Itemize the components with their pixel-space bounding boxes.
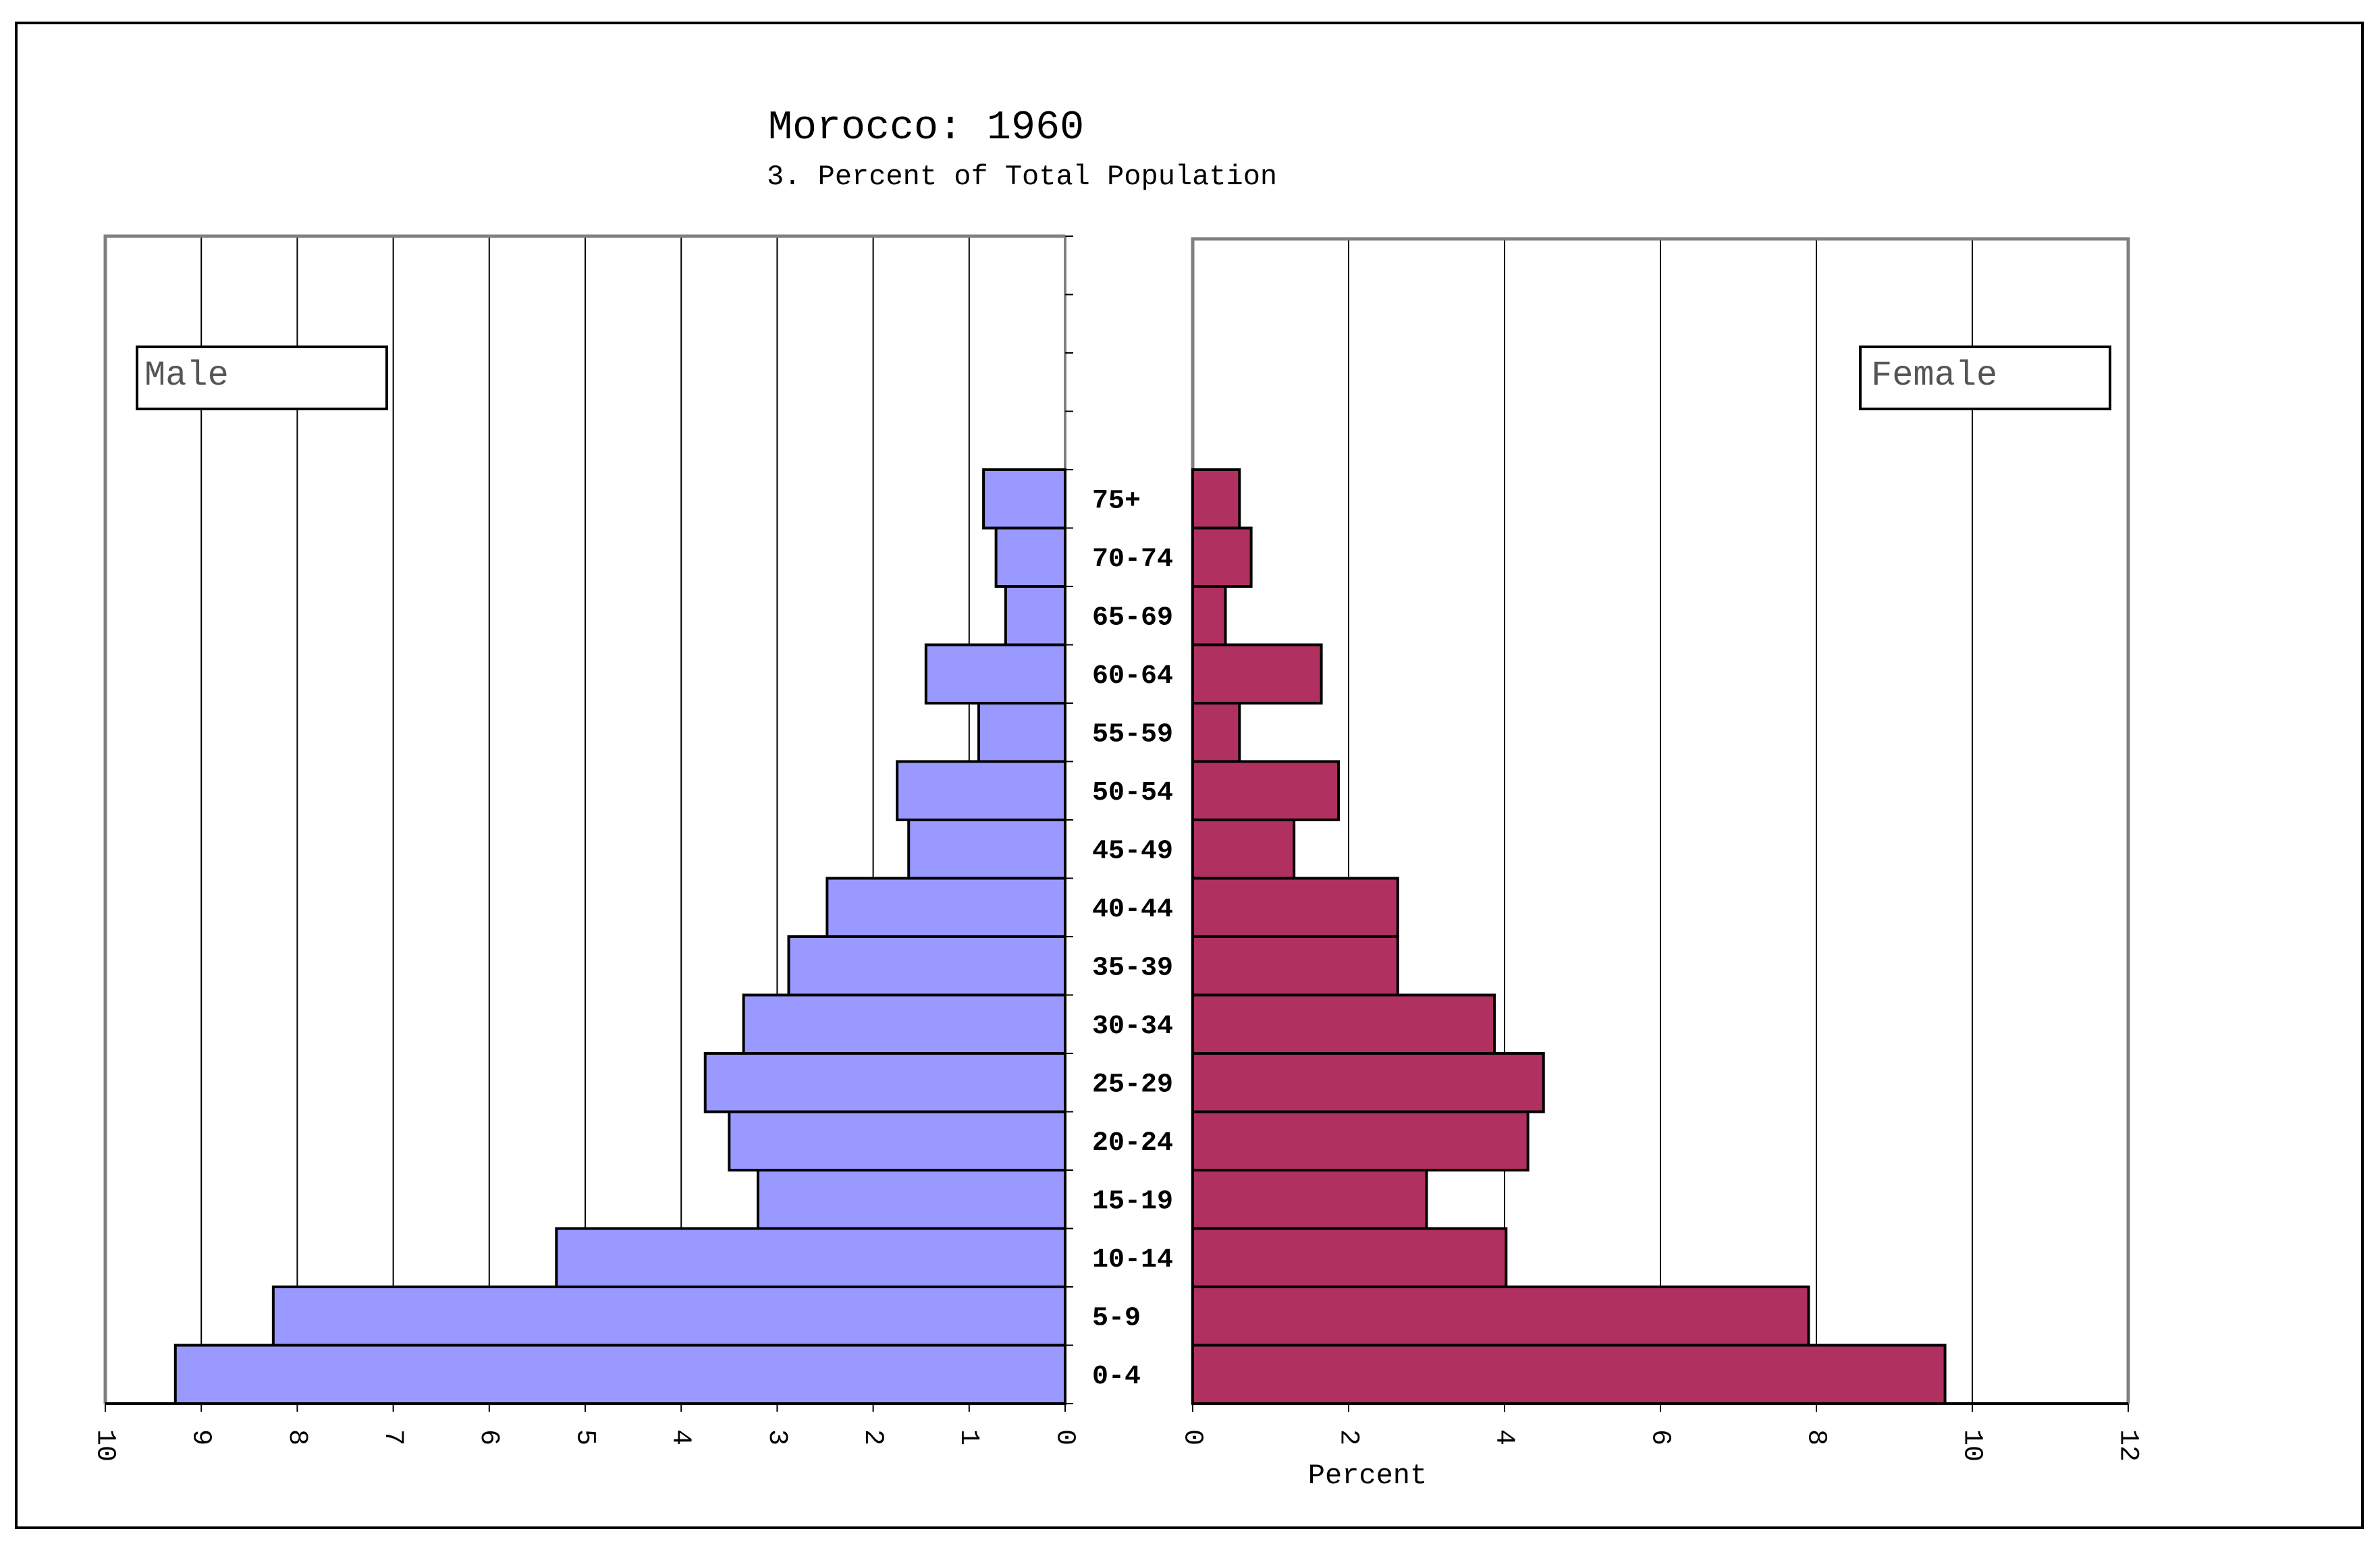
age-label-70-74: 70-74 xyxy=(1092,545,1173,575)
female-tick-label: 0 xyxy=(1177,1429,1207,1445)
female-tick-label: 6 xyxy=(1644,1429,1675,1445)
male-tick-label: 5 xyxy=(569,1429,599,1445)
male-bar-25-29 xyxy=(703,1052,1066,1113)
female-tick-label: 8 xyxy=(1800,1429,1831,1445)
male-bar-20-24 xyxy=(728,1110,1067,1171)
female-bar-40-44 xyxy=(1191,877,1399,938)
age-label-25-29: 25-29 xyxy=(1092,1070,1173,1100)
age-label-15-19: 15-19 xyxy=(1092,1186,1173,1217)
female-bar-25-29 xyxy=(1191,1052,1545,1113)
female-bar-20-24 xyxy=(1191,1110,1530,1171)
female-bar-55-59 xyxy=(1191,702,1241,763)
male-bar-75+ xyxy=(982,468,1067,530)
male-panel-border xyxy=(103,234,1065,1404)
female-bar-10-14 xyxy=(1191,1227,1508,1288)
male-bar-15-19 xyxy=(756,1169,1066,1230)
male-panel: 10 9 8 7 6 5 4 3 2 1 0 xyxy=(89,234,1079,1462)
male-tick-label: 10 xyxy=(89,1429,119,1462)
male-bar-70-74 xyxy=(994,526,1066,588)
female-bar-30-34 xyxy=(1191,993,1496,1055)
male-bar-40-44 xyxy=(826,877,1066,938)
x-axis-title: Percent xyxy=(1308,1460,1427,1492)
chart-subtitle: 3. Percent of Total Population xyxy=(767,161,1277,193)
age-label-60-64: 60-64 xyxy=(1092,661,1173,692)
female-panel: 0 2 4 6 8 10 12 xyxy=(1177,237,2142,1462)
legend-female-label: Female xyxy=(1871,356,1997,395)
male-bar-45-49 xyxy=(907,819,1066,880)
age-label-35-39: 35-39 xyxy=(1092,953,1173,983)
female-bar-75+ xyxy=(1191,468,1241,530)
age-label-20-24: 20-24 xyxy=(1092,1128,1173,1159)
male-tick-label: 0 xyxy=(1049,1429,1079,1445)
male-tick-label: 2 xyxy=(857,1429,888,1445)
female-bar-5-9 xyxy=(1191,1286,1810,1347)
age-label-50-54: 50-54 xyxy=(1092,778,1173,808)
age-label-40-44: 40-44 xyxy=(1092,895,1173,925)
age-label-30-34: 30-34 xyxy=(1092,1012,1173,1042)
male-tick-label: 4 xyxy=(666,1429,696,1445)
male-bar-0-4 xyxy=(173,1344,1066,1405)
male-tick-label: 9 xyxy=(186,1429,216,1445)
female-bar-45-49 xyxy=(1191,819,1296,880)
male-bar-30-34 xyxy=(742,993,1066,1055)
age-label-65-69: 65-69 xyxy=(1092,603,1173,633)
age-label-45-49: 45-49 xyxy=(1092,836,1173,866)
age-label-10-14: 10-14 xyxy=(1092,1245,1173,1275)
age-group-labels: 0-4 5-9 10-14 15-19 20-24 25-29 30-34 35-39 40-4… xyxy=(1092,486,1173,1392)
female-bar-70-74 xyxy=(1191,526,1253,588)
female-bar-60-64 xyxy=(1191,643,1323,705)
female-bar-50-54 xyxy=(1191,760,1340,821)
male-tick-label: 6 xyxy=(473,1429,504,1445)
female-bar-35-39 xyxy=(1191,935,1399,997)
male-bar-55-59 xyxy=(977,702,1067,763)
female-tick-label: 10 xyxy=(1956,1429,1986,1462)
female-bar-15-19 xyxy=(1191,1169,1428,1230)
chart-title: Morocco: 1960 xyxy=(768,105,1084,151)
male-tick-label: 8 xyxy=(281,1429,312,1445)
male-bar-5-9 xyxy=(271,1286,1067,1347)
male-bar-65-69 xyxy=(1004,585,1067,646)
male-bar-35-39 xyxy=(787,935,1066,997)
female-bar-0-4 xyxy=(1191,1344,1947,1405)
male-bar-50-54 xyxy=(896,760,1067,821)
female-tick-label: 2 xyxy=(1332,1429,1363,1445)
legend-male-box: Male xyxy=(136,346,388,410)
female-tick-label: 12 xyxy=(2112,1429,2142,1462)
age-label-0-4: 0-4 xyxy=(1092,1362,1141,1392)
legend-male-label: Male xyxy=(144,356,229,395)
male-bar-10-14 xyxy=(555,1227,1066,1288)
male-tick-label: 7 xyxy=(377,1429,408,1445)
male-tick-label: 3 xyxy=(761,1429,792,1445)
age-label-75+: 75+ xyxy=(1092,486,1141,516)
female-bar-65-69 xyxy=(1191,585,1227,646)
female-tick-label: 4 xyxy=(1488,1429,1519,1445)
age-label-5-9: 5-9 xyxy=(1092,1303,1141,1333)
male-bar-60-64 xyxy=(924,643,1067,705)
age-label-55-59: 55-59 xyxy=(1092,719,1173,750)
legend-female-box: Female xyxy=(1859,346,2111,410)
male-tick-label: 1 xyxy=(953,1429,983,1445)
